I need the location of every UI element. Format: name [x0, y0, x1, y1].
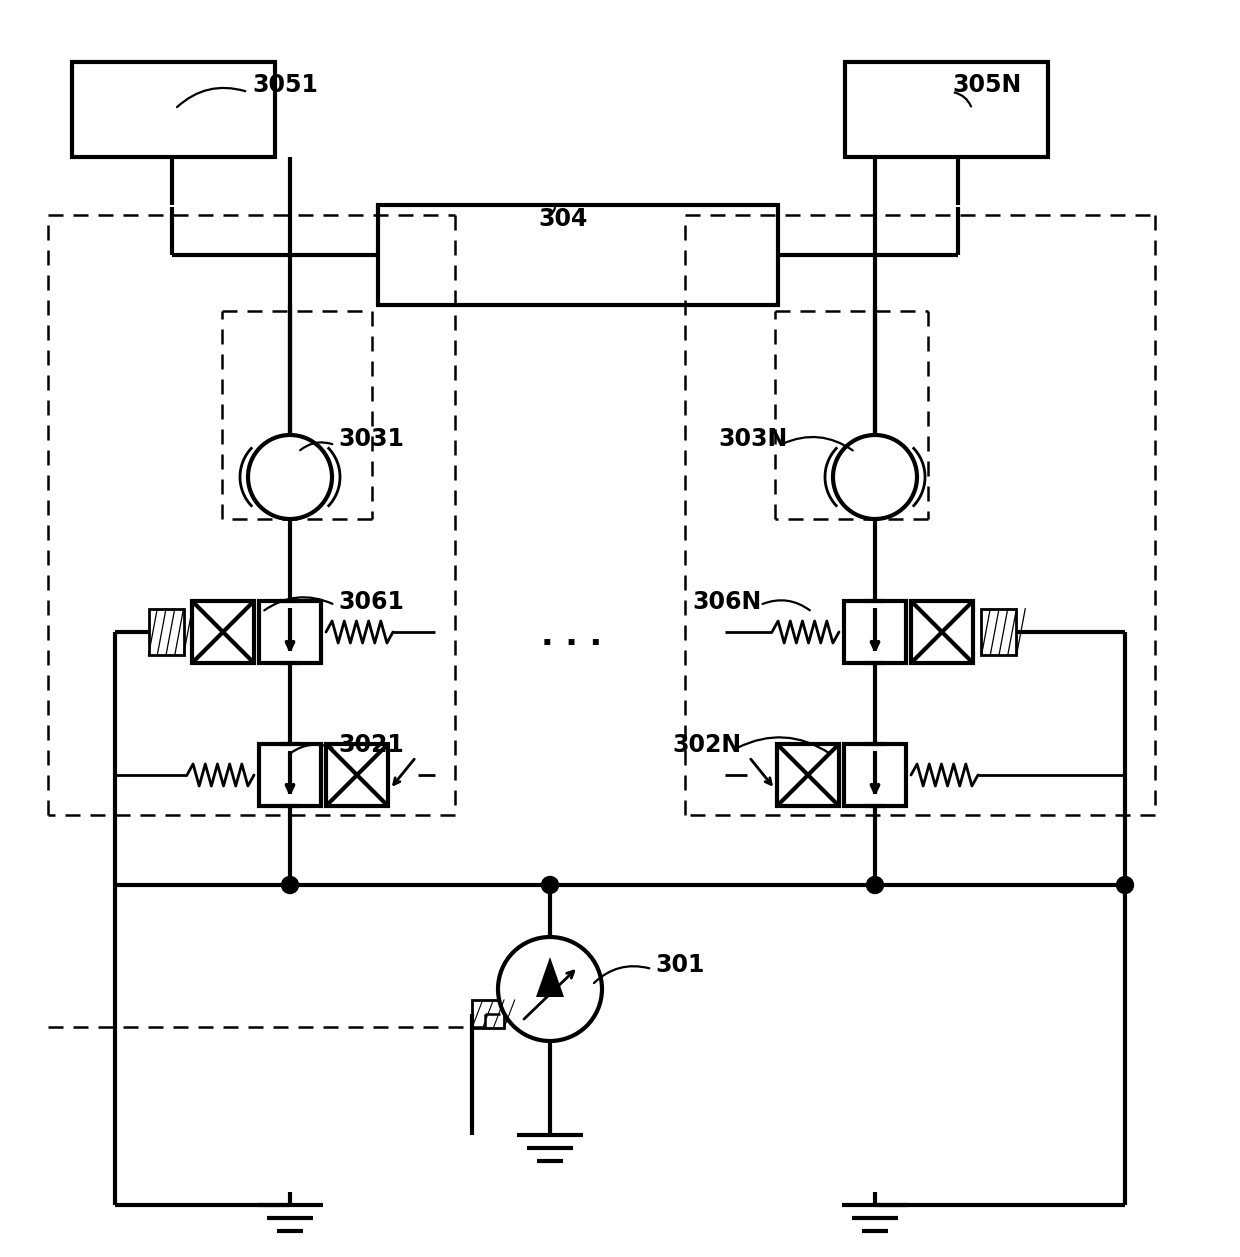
Circle shape: [281, 876, 299, 894]
Bar: [982, 608, 1017, 655]
Bar: [777, 744, 839, 806]
Text: 3021: 3021: [339, 733, 404, 757]
Bar: [472, 1001, 503, 1028]
Text: 306N: 306N: [692, 590, 761, 613]
Bar: [192, 601, 254, 662]
Circle shape: [1116, 876, 1133, 894]
Bar: [844, 62, 1048, 157]
Bar: [259, 601, 321, 662]
Bar: [72, 62, 275, 157]
Circle shape: [498, 936, 601, 1041]
Bar: [326, 744, 388, 806]
Text: 3031: 3031: [339, 427, 404, 451]
Bar: [149, 608, 184, 655]
Text: 301: 301: [655, 953, 704, 977]
Bar: [911, 601, 973, 662]
Bar: [844, 744, 906, 806]
Text: 302N: 302N: [672, 733, 742, 757]
Circle shape: [833, 435, 918, 519]
Circle shape: [248, 435, 332, 519]
Text: 304: 304: [538, 207, 588, 231]
Text: 305N: 305N: [952, 73, 1022, 97]
Circle shape: [542, 876, 558, 894]
Text: 3061: 3061: [339, 590, 404, 613]
Polygon shape: [536, 957, 564, 997]
Circle shape: [867, 876, 883, 894]
Text: 303N: 303N: [718, 427, 787, 451]
Bar: [378, 205, 777, 305]
Text: . . .: . . .: [542, 618, 603, 651]
Bar: [844, 601, 906, 662]
Bar: [259, 744, 321, 806]
Text: 3051: 3051: [252, 73, 317, 97]
